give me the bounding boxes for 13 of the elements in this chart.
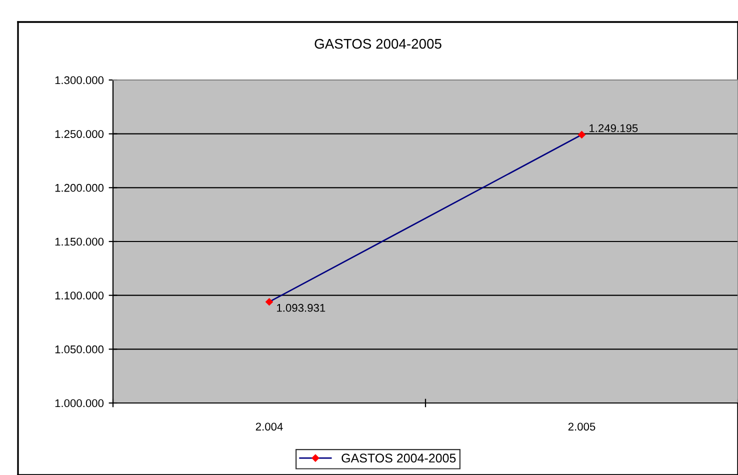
y-tick-label: 1.050.000 xyxy=(55,345,104,354)
y-tick-label: 1.250.000 xyxy=(55,130,104,138)
x-tick-label: 2.004 xyxy=(256,422,283,431)
x-tick-label: 2.005 xyxy=(568,422,596,431)
y-tick-label: 1.100.000 xyxy=(55,292,104,300)
data-label: 1.093.931 xyxy=(277,304,326,312)
data-label: 1.249.195 xyxy=(590,124,638,132)
legend-label: GASTOS 2004-2005 xyxy=(342,454,456,463)
y-tick-label: 1.150.000 xyxy=(55,238,104,246)
y-tick-label: 1.300.000 xyxy=(55,76,104,84)
y-tick-label: 1.200.000 xyxy=(55,184,104,192)
chart-title: GASTOS 2004-2005 xyxy=(314,38,442,49)
y-tick-label: 1.000.000 xyxy=(55,399,104,408)
